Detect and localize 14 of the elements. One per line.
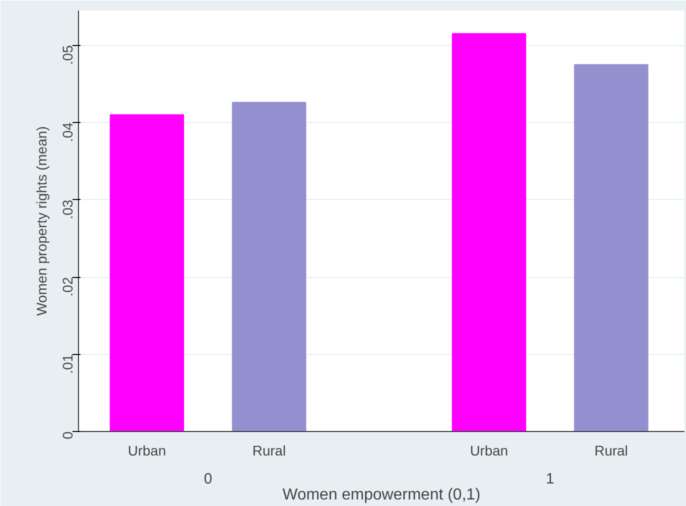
x-tick-label: Urban	[470, 442, 508, 458]
y-tick-label: .05	[60, 45, 76, 65]
x-axis-title: Women empowerment (0,1)	[282, 486, 480, 504]
y-tick-label: 0	[60, 431, 76, 440]
x-tick-label: Rural	[594, 442, 628, 458]
y-tick-label: .02	[60, 276, 76, 296]
x-tick-label: Urban	[128, 442, 166, 458]
y-tick-label: .03	[60, 200, 76, 220]
text: 1	[546, 470, 554, 488]
y-axis-title: Women property rights (mean)	[34, 126, 50, 316]
y-tick-label: .01	[60, 354, 76, 374]
text: 0	[204, 470, 212, 488]
x-tick-label: Rural	[252, 442, 286, 458]
y-tick-label: .04	[60, 122, 76, 142]
